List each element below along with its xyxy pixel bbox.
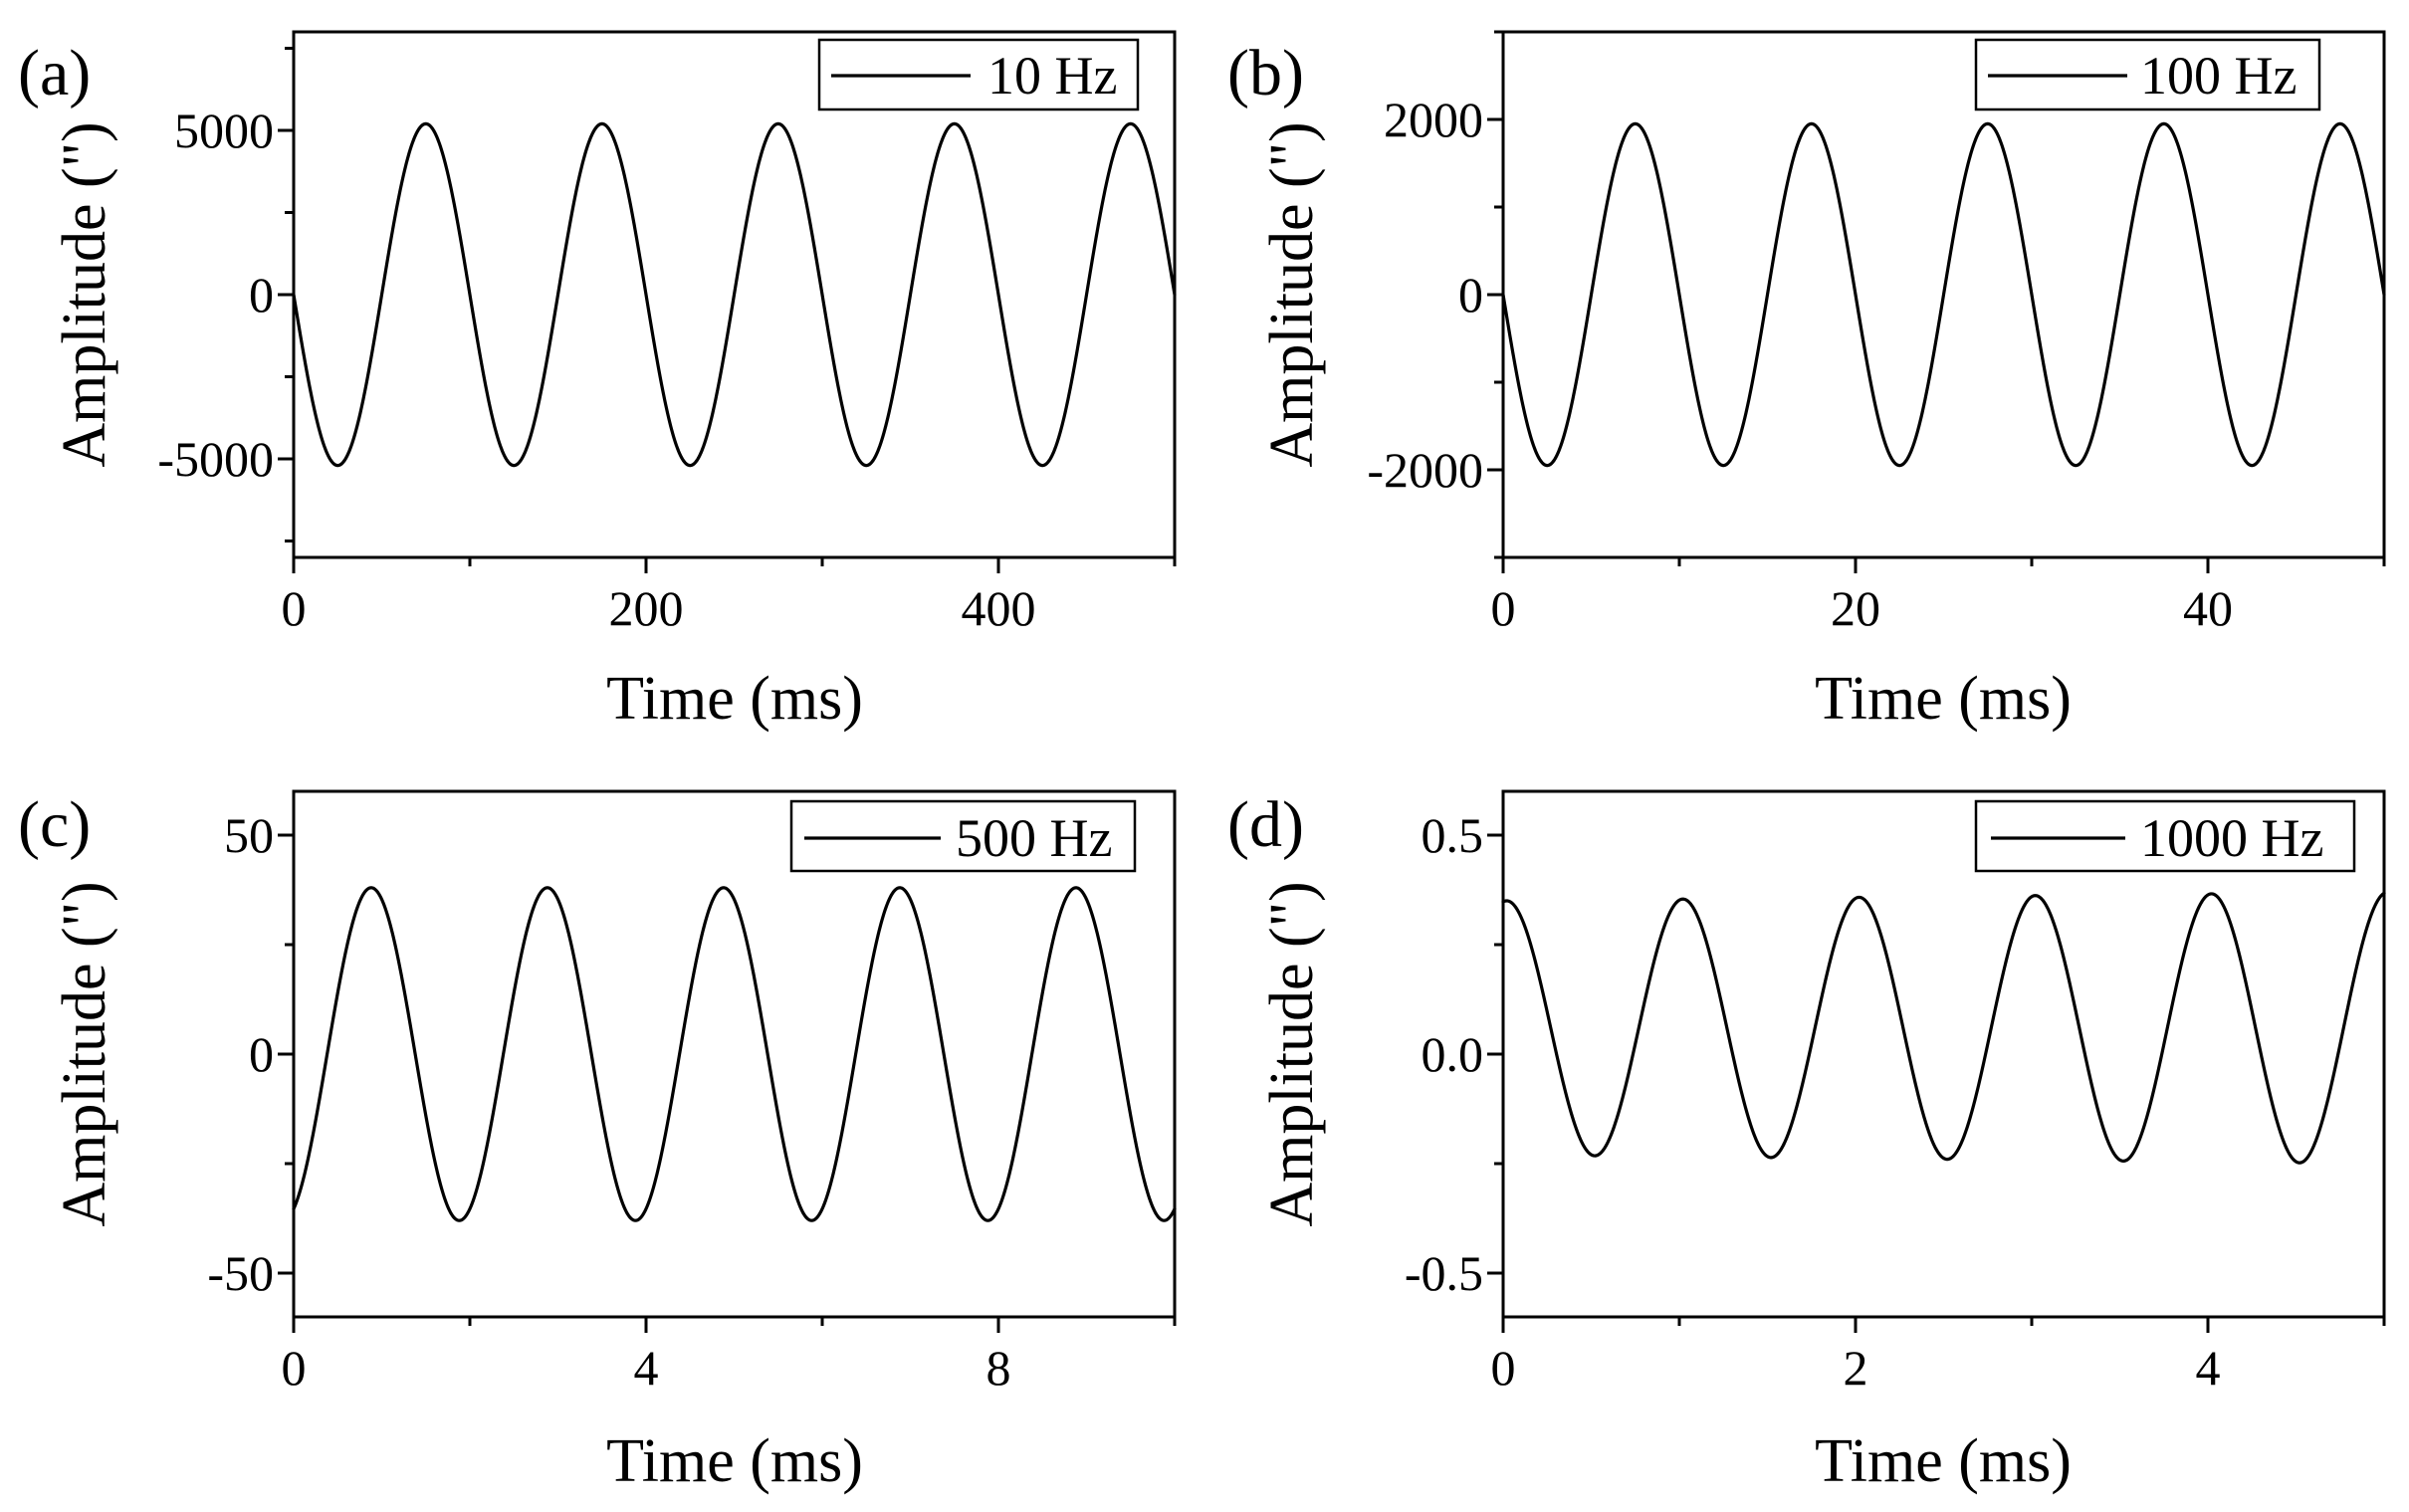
y-tick-label: 50 (224, 807, 274, 863)
panel-b-ticks: 0 20 40 2000 0 -2000 (1367, 30, 2386, 636)
panel-b-series (1501, 121, 2386, 468)
panel-b-legend-label: 100 Hz (2140, 46, 2297, 106)
y-tick-label: 0 (249, 267, 274, 323)
panel-c-series (292, 886, 1177, 1222)
panel-c-label: (c) (18, 788, 91, 861)
panel-d-ticks: 0 2 4 0.5 0.0 -0.5 (1405, 807, 2386, 1396)
panel-a-label: (a) (18, 37, 91, 109)
panel-d-x-axis-label: Time (ms) (1815, 1427, 2072, 1495)
y-tick-label: 0 (1458, 267, 1483, 323)
x-tick-label: 200 (609, 580, 684, 636)
panel-c-x-axis-label: Time (ms) (606, 1427, 863, 1495)
y-tick-label: 0 (249, 1026, 274, 1082)
x-tick-label: 8 (986, 1340, 1011, 1396)
series-line (292, 886, 1177, 1222)
panel-a: (a) 0 200 400 5000 0 -5000 10 Hz Time (ms) Am… (18, 30, 1177, 733)
y-tick-label: 0.0 (1422, 1026, 1484, 1082)
y-tick-label: -50 (207, 1245, 274, 1301)
panel-c-legend-label: 500 Hz (956, 808, 1112, 868)
panel-b-label: (b) (1227, 37, 1304, 109)
x-tick-label: 4 (2196, 1340, 2221, 1396)
y-tick-label: -0.5 (1405, 1245, 1483, 1301)
panel-d-legend: 1000 Hz (1974, 799, 2356, 873)
panel-d-legend-label: 1000 Hz (2140, 808, 2323, 868)
x-tick-label: 0 (1491, 1340, 1516, 1396)
panel-c-legend-box (789, 799, 1137, 873)
panel-d-label: (d) (1227, 788, 1304, 861)
y-tick-label: 0.5 (1422, 807, 1484, 863)
panel-b-x-axis-label: Time (ms) (1815, 665, 2072, 733)
series-line (292, 121, 1177, 468)
panel-a-legend-label: 10 Hz (987, 46, 1117, 106)
y-tick-label: -2000 (1367, 442, 1483, 498)
x-tick-label: 20 (1831, 580, 1880, 636)
panel-d-series (1501, 891, 2386, 1165)
y-tick-label: 5000 (174, 103, 274, 158)
panel-b-y-axis-label: Amplitude (") (1258, 121, 1326, 467)
panel-d-y-axis-label: Amplitude (") (1258, 881, 1326, 1226)
panel-c-legend: 500 Hz (789, 799, 1137, 873)
y-tick-label: 2000 (1384, 92, 1483, 147)
x-tick-label: 400 (962, 580, 1036, 636)
panel-a-legend: 10 Hz (817, 38, 1140, 111)
panel-a-x-axis-label: Time (ms) (606, 665, 863, 733)
panel-d-legend-box (1974, 799, 2356, 873)
series-line (1501, 891, 2386, 1165)
x-tick-label: 0 (282, 580, 307, 636)
panel-a-ticks: 0 200 400 5000 0 -5000 (157, 47, 1177, 636)
series-line (1501, 121, 2386, 468)
panel-d: (d) 0 2 4 0.5 0.0 -0.5 1000 Hz Time (ms) Ampl… (1227, 788, 2386, 1495)
x-tick-label: 0 (1491, 580, 1516, 636)
panel-a-y-axis-label: Amplitude (") (51, 121, 118, 467)
x-tick-label: 40 (2183, 580, 2233, 636)
panel-c-y-axis-label: Amplitude (") (51, 881, 118, 1226)
x-tick-label: 0 (282, 1340, 307, 1396)
panel-b-legend: 100 Hz (1974, 38, 2321, 111)
y-tick-label: -5000 (157, 431, 274, 487)
x-tick-label: 2 (1844, 1340, 1868, 1396)
x-tick-label: 4 (634, 1340, 659, 1396)
panel-a-series (292, 121, 1177, 468)
panel-b: (b) 0 20 40 2000 0 -2000 100 Hz Time (ms) Amp… (1227, 30, 2386, 733)
